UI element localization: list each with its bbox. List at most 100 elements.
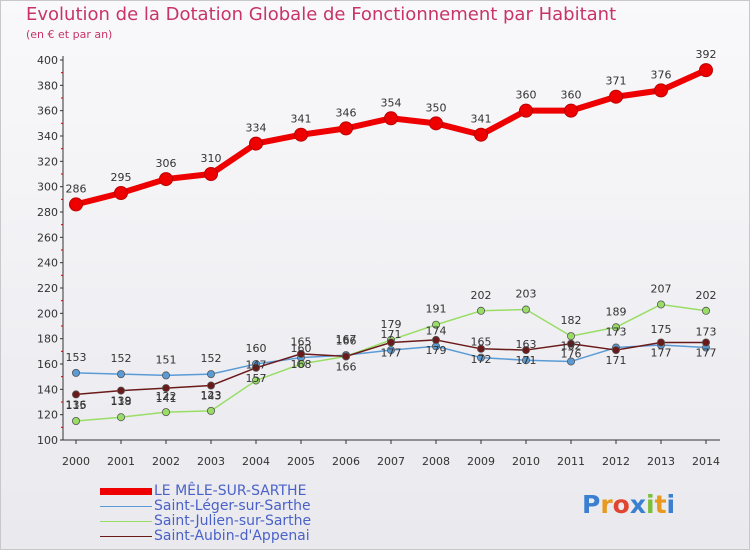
data-point-2 (657, 300, 666, 309)
data-point-0 (159, 172, 173, 187)
data-point-0 (204, 167, 218, 181)
data-point-0 (474, 127, 488, 142)
data-label: 174 (426, 324, 447, 337)
x-tick-label: 2003 (197, 455, 225, 468)
data-label: 376 (651, 68, 672, 81)
chart-subtitle: (en € et par an) (26, 28, 113, 41)
x-tick-label: 2002 (152, 455, 180, 468)
data-label: 171 (381, 328, 402, 341)
y-tick-label: 240 (37, 257, 58, 270)
line-chart: 100 120 140 160 180 200 220 240 260 280 300 320 340 3… (37, 48, 720, 468)
data-point-1 (522, 356, 531, 365)
data-point-0 (564, 103, 578, 118)
data-label: 166 (336, 360, 357, 373)
data-point-1 (567, 357, 576, 366)
data-label: 152 (111, 352, 132, 365)
data-label: 341 (291, 113, 312, 126)
data-point-0 (69, 197, 83, 212)
x-tick-label: 2007 (377, 455, 405, 468)
data-point-2 (206, 406, 215, 415)
data-point-3 (251, 363, 260, 372)
legend-swatch (100, 536, 152, 537)
x-tick-label: 2009 (467, 455, 495, 468)
data-label: 179 (426, 344, 447, 357)
logo-letter: o (612, 490, 630, 519)
data-point-0 (654, 83, 668, 98)
data-point-0 (249, 136, 263, 151)
data-point-2 (702, 306, 711, 315)
data-label: 182 (561, 314, 582, 327)
data-label: 168 (291, 358, 312, 371)
data-label: 143 (201, 390, 222, 403)
data-point-2 (72, 416, 81, 425)
legend-label: LE MÊLE-SUR-SARTHE (154, 483, 307, 499)
data-point-0 (609, 89, 623, 104)
y-tick-label: 300 (37, 181, 58, 194)
x-tick-label: 2006 (332, 455, 360, 468)
y-tick-label: 260 (37, 231, 58, 244)
y-tick-label: 380 (37, 79, 58, 92)
legend-swatch (100, 506, 152, 507)
x-tick-label: 2001 (107, 455, 135, 468)
data-point-3 (161, 384, 170, 393)
data-label: 165 (471, 336, 492, 349)
data-point-3 (296, 349, 305, 358)
data-label: 176 (561, 348, 582, 361)
chart-title: Evolution de la Dotation Globale de Fonc… (26, 4, 617, 25)
data-point-3 (612, 346, 621, 355)
data-label: 171 (516, 354, 537, 367)
data-label: 175 (651, 323, 672, 336)
y-tick-label: 360 (37, 105, 58, 118)
data-label: 151 (156, 353, 177, 366)
data-point-3 (702, 338, 711, 347)
data-point-1 (206, 370, 215, 379)
y-tick-label: 280 (37, 206, 58, 219)
data-point-3 (117, 386, 126, 395)
data-point-3 (567, 339, 576, 348)
logo-letter: r (600, 490, 613, 519)
y-tick-label: 200 (37, 307, 58, 320)
data-point-3 (341, 352, 350, 361)
data-label: 354 (381, 96, 402, 109)
data-label: 346 (336, 106, 357, 119)
data-label: 191 (426, 303, 447, 316)
data-point-0 (429, 116, 443, 131)
data-point-3 (431, 335, 440, 344)
y-tick-label: 160 (37, 358, 58, 371)
logo-letter: P (582, 490, 601, 519)
x-tick-label: 2013 (647, 455, 675, 468)
data-point-0 (339, 121, 353, 136)
data-point-2 (431, 320, 440, 329)
data-label: 177 (651, 346, 672, 359)
y-tick-label: 400 (37, 54, 58, 67)
x-tick-label: 2010 (512, 455, 540, 468)
data-label: 286 (66, 182, 87, 195)
data-label: 177 (381, 346, 402, 359)
legend-label: Saint-Léger-sur-Sarthe (154, 498, 311, 514)
data-label: 162 (561, 339, 582, 352)
data-point-0 (699, 63, 713, 78)
data-label: 141 (156, 392, 177, 405)
x-tick-label: 2000 (62, 455, 90, 468)
data-label: 341 (471, 113, 492, 126)
data-label: 172 (471, 353, 492, 366)
data-point-3 (72, 390, 81, 399)
data-point-2 (296, 359, 305, 368)
data-label: 118 (111, 395, 132, 408)
y-tick-label: 140 (37, 383, 58, 396)
data-point-3 (522, 346, 531, 355)
data-point-2 (251, 376, 260, 385)
data-label: 123 (201, 389, 222, 402)
data-label: 173 (606, 326, 627, 339)
data-point-1 (161, 371, 170, 380)
data-label: 160 (246, 342, 267, 355)
data-label: 371 (606, 75, 627, 88)
data-point-0 (294, 127, 308, 142)
data-label: 306 (156, 157, 177, 170)
legend-label: Saint-Aubin-d'Appenai (154, 528, 310, 544)
data-point-0 (114, 186, 128, 200)
data-label: 334 (246, 122, 267, 135)
y-tick-label: 180 (37, 333, 58, 346)
data-label: 360 (516, 89, 537, 102)
data-label: 166 (336, 334, 357, 347)
